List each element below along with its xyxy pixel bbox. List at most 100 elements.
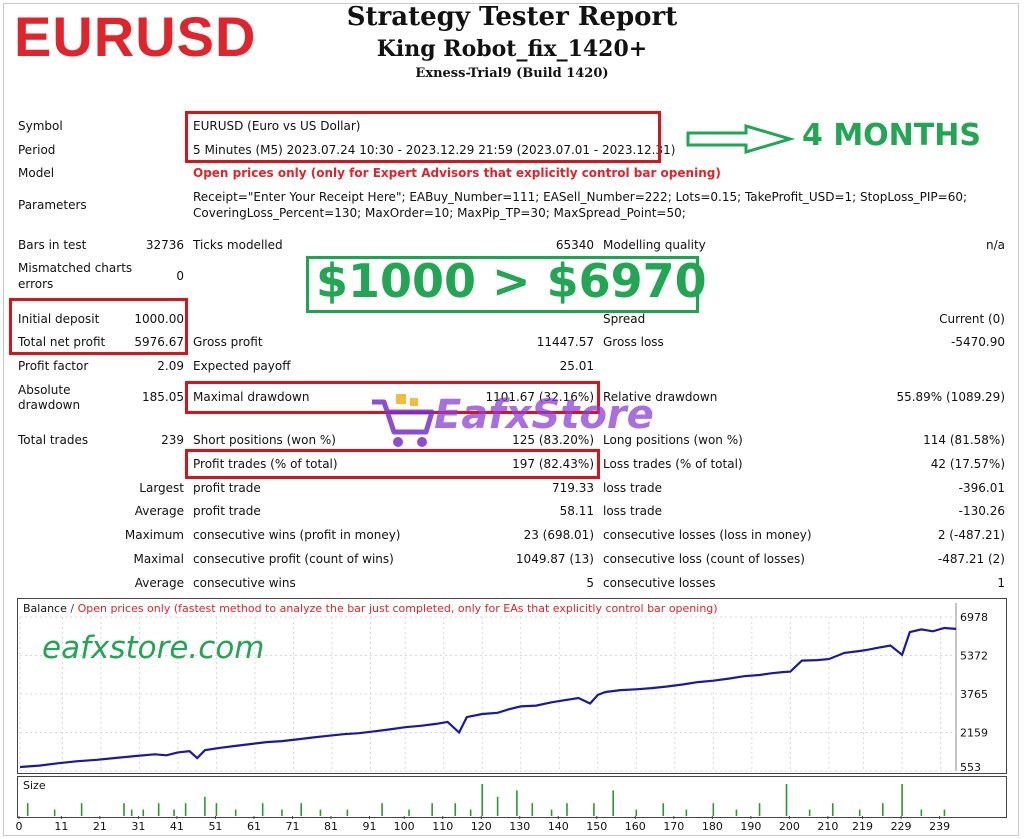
max-consecutive-losses-label: consecutive losses (loss in money) <box>603 528 812 542</box>
maximal-consecutive-loss-label: consecutive loss (count of losses) <box>603 552 805 566</box>
largest-loss-value: -396.01 <box>958 481 1005 495</box>
mismatch-label-2: errors <box>18 277 54 291</box>
max-consecutive-losses-value: 2 (-487.21) <box>937 528 1005 542</box>
largest-profit-value: 719.33 <box>552 481 594 495</box>
average-profit-value: 58.11 <box>559 504 594 518</box>
maximal-consecutive-profit-label: consecutive profit (count of wins) <box>193 552 394 566</box>
profit-factor-value: 2.09 <box>157 359 184 373</box>
symbol-value: EURUSD (Euro vs US Dollar) <box>193 119 361 133</box>
maximum-label: Maximum <box>124 528 184 542</box>
cart-icon <box>372 394 435 447</box>
gross-profit-value: 11447.57 <box>536 335 594 349</box>
report-frame <box>3 3 1019 836</box>
x-tick-label: 21 <box>93 820 107 833</box>
size-label: Size <box>23 779 46 792</box>
avg-consecutive-wins-value: 5 <box>586 576 594 590</box>
profit-trades-label: Profit trades (% of total) <box>193 457 338 471</box>
period-label: Period <box>18 143 56 157</box>
x-tick-label: 210 <box>817 820 838 833</box>
x-tick-label: 110 <box>432 820 453 833</box>
x-tick-label: 120 <box>471 820 492 833</box>
build-info: Exness-Trial9 (Build 1420) <box>415 66 609 81</box>
x-tick-label: 160 <box>625 820 646 833</box>
x-tick-label: 229 <box>891 820 912 833</box>
gross-profit-label: Gross profit <box>193 335 263 349</box>
maximal-label: Maximal <box>133 552 184 566</box>
short-positions-value: 125 (83.20%) <box>512 433 594 447</box>
arrow-right-icon <box>686 124 796 154</box>
x-tick-label: 0 <box>16 820 23 833</box>
balance-chart: 6978 5372 3765 2159 553 Balance / Open price… <box>17 598 1007 774</box>
long-positions-value: 114 (81.58%) <box>923 433 1005 447</box>
profit-factor-label: Profit factor <box>18 359 89 373</box>
average-loss-value: -130.26 <box>958 504 1005 518</box>
parameters-label: Parameters <box>18 198 87 212</box>
x-tick-label: 170 <box>663 820 684 833</box>
model-label: Model <box>18 166 55 180</box>
balance-line <box>19 626 957 769</box>
deposit-highlight-box <box>9 298 188 355</box>
x-tick-label: 51 <box>208 820 222 833</box>
max-drawdown-label: Maximal drawdown <box>193 390 310 404</box>
x-tick-label: 41 <box>170 820 184 833</box>
loss-trades-value: 42 (17.57%) <box>930 457 1005 471</box>
symbol-label: Symbol <box>18 119 63 133</box>
x-tick-label: 91 <box>363 820 377 833</box>
bars-value: 32736 <box>145 238 184 252</box>
avg-consecutive-losses-label: consecutive losses <box>603 576 716 590</box>
max-consecutive-wins-label: consecutive wins (profit in money) <box>193 528 401 542</box>
mismatch-value: 0 <box>176 269 184 283</box>
total-trades-value: 239 <box>161 433 184 447</box>
months-label: 4 MONTHS <box>802 118 981 153</box>
total-trades-label: Total trades <box>18 433 89 447</box>
y-tick-label: 553 <box>960 761 981 773</box>
expected-payoff-label: Expected payoff <box>193 359 291 373</box>
x-tick-label: 61 <box>247 820 261 833</box>
size-chart-svg <box>26 784 946 816</box>
x-tick-label: 180 <box>702 820 723 833</box>
spread-label: Spread <box>603 312 646 326</box>
maximal-consecutive-profit-value: 1049.87 (13) <box>515 552 594 566</box>
bars-label: Bars in test <box>18 238 87 252</box>
average-consecutive-label: Average <box>134 576 184 590</box>
expected-payoff-value: 25.01 <box>559 359 594 373</box>
ticks-value: 65340 <box>555 238 594 252</box>
y-tick-label: 6978 <box>960 611 988 624</box>
largest-label: Largest <box>139 481 184 495</box>
spread-value: Current (0) <box>939 312 1005 326</box>
legend-description: Open prices only (fastest method to anal… <box>77 602 718 615</box>
abs-drawdown-value: 185.05 <box>142 390 184 404</box>
rel-drawdown-label: Relative drawdown <box>603 390 718 404</box>
y-tick-label: 5372 <box>960 649 988 662</box>
gross-loss-value: -5470.90 <box>951 335 1005 349</box>
short-positions-label: Short positions (won %) <box>193 433 336 447</box>
quality-value: n/a <box>985 238 1005 252</box>
net-profit-value: 5976.67 <box>134 335 184 349</box>
profit-trades-highlight-box <box>185 449 600 479</box>
average-profit-label: profit trade <box>193 504 261 518</box>
deposit-value: 1000.00 <box>134 312 184 326</box>
size-chart: Size <box>17 776 1007 818</box>
mismatch-label-1: Mismatched charts <box>18 261 133 275</box>
x-tick-label: 190 <box>740 820 761 833</box>
x-tick-label: 81 <box>324 820 338 833</box>
legend-series-name: Balance <box>23 602 67 615</box>
growth-box <box>306 256 699 313</box>
chart-legend: Balance / Open prices only (fastest meth… <box>23 602 718 615</box>
gross-loss-label: Gross loss <box>603 335 664 349</box>
x-tick-label: 200 <box>779 820 800 833</box>
balance-chart-svg: 6978 5372 3765 2159 553 <box>19 603 988 773</box>
x-tick-label: 219 <box>852 820 873 833</box>
period-highlight-box <box>185 111 661 163</box>
site-watermark: eafxstore.com <box>42 630 265 666</box>
quality-label: Modelling quality <box>603 238 706 252</box>
max-consecutive-wins-value: 23 (698.01) <box>523 528 594 542</box>
x-tick-label: 130 <box>509 820 530 833</box>
y-tick-label: 2159 <box>960 727 988 740</box>
x-tick-label: 11 <box>54 820 68 833</box>
parameters-line-2: CoveringLoss_Percent=130; MaxOrder=10; M… <box>193 206 686 220</box>
loss-trades-label: Loss trades (% of total) <box>603 457 743 471</box>
x-tick-label: 71 <box>285 820 299 833</box>
net-profit-label: Total net profit <box>18 335 106 349</box>
y-tick-label: 3765 <box>960 688 988 701</box>
